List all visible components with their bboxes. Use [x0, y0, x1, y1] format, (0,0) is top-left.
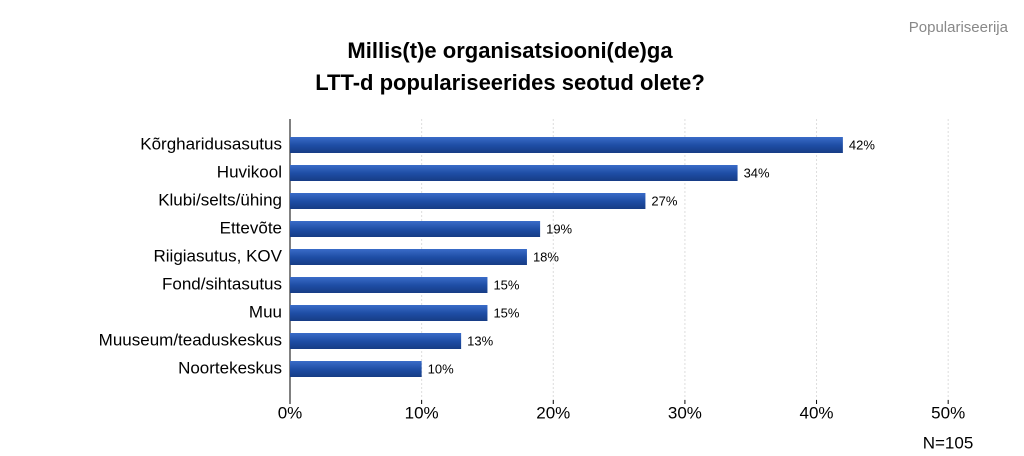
- x-tick-label: 0%: [278, 403, 303, 422]
- y-tick-label: Fond/sihtasutus: [162, 274, 282, 293]
- data-label: 27%: [651, 193, 677, 208]
- data-label: 18%: [533, 249, 559, 264]
- x-tick-label: 20%: [536, 403, 570, 422]
- chart-title: Millis(t)e organisatsiooni(de)ga: [347, 38, 673, 63]
- data-label: 42%: [849, 137, 875, 152]
- y-tick-label: Muu: [249, 302, 282, 321]
- y-tick-label: Klubi/selts/ühing: [158, 190, 282, 209]
- bar: [290, 361, 422, 377]
- bar: [290, 305, 488, 321]
- data-label: 13%: [467, 333, 493, 348]
- y-tick-label: Muuseum/teaduskeskus: [99, 330, 282, 349]
- bar: [290, 165, 738, 181]
- data-label: 15%: [493, 277, 519, 292]
- x-tick-label: 30%: [668, 403, 702, 422]
- y-tick-label: Riigiasutus, KOV: [154, 246, 283, 265]
- y-tick-label: Noortekeskus: [178, 358, 282, 377]
- x-tick-label: 10%: [405, 403, 439, 422]
- data-label: 34%: [744, 165, 770, 180]
- y-tick-label: Ettevõte: [220, 218, 282, 237]
- source: Populariseerija: [909, 19, 1009, 36]
- data-label: 19%: [546, 221, 572, 236]
- data-label: 15%: [493, 305, 519, 320]
- bar: [290, 193, 646, 209]
- bar: [290, 277, 488, 293]
- y-tick-label: Huvikool: [217, 162, 282, 181]
- bar: [290, 137, 843, 153]
- chart-title: LTT-d populariseerides seotud olete?: [315, 70, 705, 95]
- bar: [290, 249, 527, 265]
- data-label: 10%: [428, 361, 454, 376]
- bar: [290, 221, 541, 237]
- annotation: N=105: [923, 433, 974, 452]
- x-tick-label: 50%: [931, 403, 965, 422]
- bar: [290, 333, 462, 349]
- x-tick-label: 40%: [800, 403, 834, 422]
- y-tick-label: Kõrgharidusasutus: [140, 134, 282, 153]
